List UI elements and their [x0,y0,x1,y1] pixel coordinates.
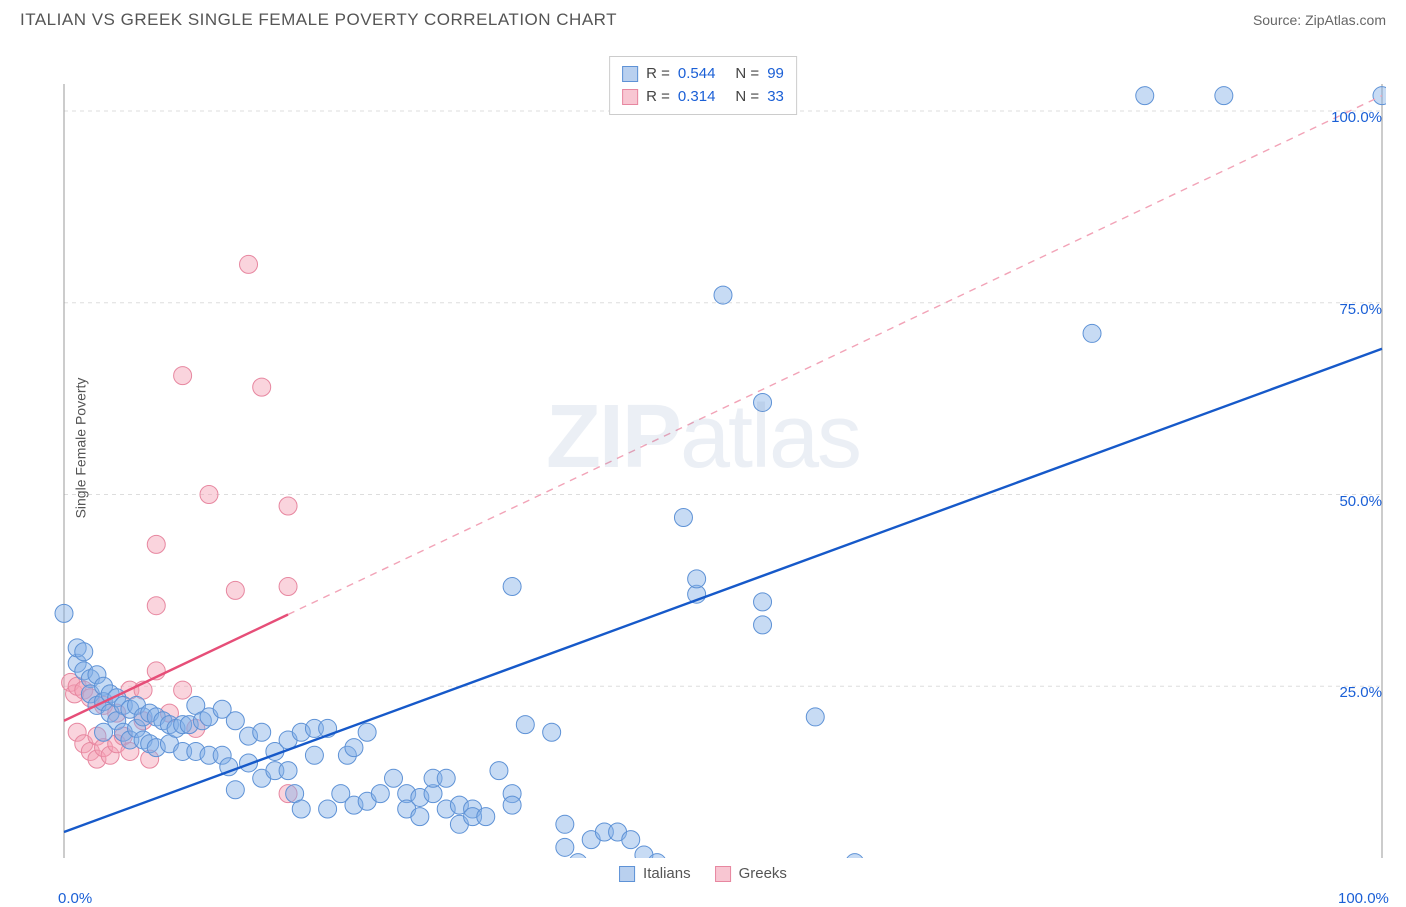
scatter-chart [20,38,1386,858]
correlation-row-italians: R = 0.544 N = 99 [622,63,784,86]
y-axis-label: Single Female Poverty [72,378,88,519]
source-attribution: Source: ZipAtlas.com [1253,12,1386,28]
n-label: N = [735,86,759,109]
legend-label-greeks: Greeks [739,865,787,882]
n-label: N = [735,63,759,86]
swatch-italians [619,866,635,882]
swatch-greeks [715,866,731,882]
n-value-greeks: 33 [767,86,784,109]
correlation-row-greeks: R = 0.314 N = 33 [622,86,784,109]
x-tick-label-0: 0.0% [58,890,92,907]
legend-item-greeks: Greeks [715,865,787,882]
swatch-greeks [622,89,638,105]
chart-title: ITALIAN VS GREEK SINGLE FEMALE POVERTY C… [20,10,617,30]
source-link[interactable]: ZipAtlas.com [1305,12,1386,28]
legend-item-italians: Italians [619,865,691,882]
legend-label-italians: Italians [643,865,691,882]
swatch-italians [622,66,638,82]
y-tick-label: 25.0% [1339,684,1382,701]
r-label: R = [646,63,670,86]
y-tick-label: 75.0% [1339,301,1382,318]
y-tick-label: 100.0% [1331,109,1382,126]
y-tick-label: 50.0% [1339,493,1382,510]
r-label: R = [646,86,670,109]
r-value-italians: 0.544 [678,63,716,86]
source-label: Source: [1253,12,1305,28]
x-tick-label-100: 100.0% [1338,890,1389,907]
chart-container: Single Female Poverty ZIPatlas [20,38,1386,858]
n-value-italians: 99 [767,63,784,86]
series-legend: Italians Greeks [619,865,787,882]
r-value-greeks: 0.314 [678,86,716,109]
correlation-legend: R = 0.544 N = 99 R = 0.314 N = 33 [609,56,797,115]
